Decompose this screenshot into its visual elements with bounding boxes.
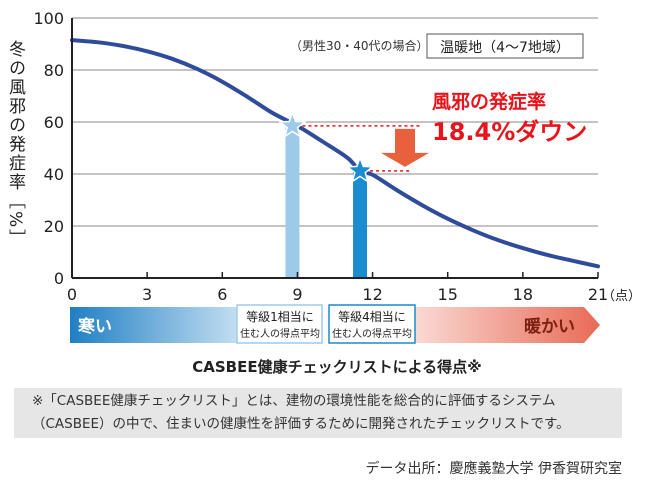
- level4-label-line1: 等級4相当に: [338, 310, 406, 324]
- x-tick-label: 21: [588, 285, 608, 304]
- x-tick-label: 12: [362, 285, 382, 304]
- score-bar: [353, 170, 368, 278]
- annotation-line1: 風邪の発症率: [432, 90, 546, 113]
- y-axis-label: 冬の風邪の発症率［%］: [5, 40, 25, 249]
- level1-label-line1: 等級1相当に: [246, 310, 314, 324]
- incidence-curve: [70, 38, 600, 269]
- region-box: [426, 33, 584, 59]
- level1-star-marker: [278, 110, 307, 139]
- y-tick-label: 0: [54, 269, 64, 288]
- x-tick-label: 15: [438, 285, 458, 304]
- grid-layer: [72, 17, 598, 227]
- scale-cold-label: 寒い: [78, 316, 112, 337]
- chart-canvas: 0 20 40 60 80 100 0 3 6 9 12 15 18 21（点） （男性30・40代の場合…: [33, 9, 641, 376]
- y-tick-label: 40: [44, 165, 64, 184]
- source-credit: データ出所：慶應義塾大学 伊香賀研究室: [365, 461, 622, 477]
- bar-layer: [285, 125, 368, 279]
- marker-layer: [278, 110, 429, 184]
- level1-label-line2: 住む人の得点平均: [240, 327, 320, 340]
- footnote-line2: （CASBEE）の中で、住まいの健康性を評価するために開発されたチェックリストで…: [32, 416, 570, 432]
- level4-label-line2: 住む人の得点平均: [332, 327, 412, 340]
- y-tick-label: 60: [44, 113, 64, 132]
- reduction-arrow: [381, 128, 429, 167]
- y-tick-label: 20: [44, 217, 64, 236]
- footnote-box: ※「CASBEE健康チェックリスト」とは、建物の環境性能を総合的に評価するシステ…: [14, 388, 622, 438]
- level1-label-box: [236, 304, 323, 344]
- x-tick-label: 18: [513, 285, 533, 304]
- x-tick-label: 9: [292, 285, 302, 304]
- level4-label-box: [328, 304, 416, 344]
- x-axis-title: CASBEE健康チェックリストによる得点※: [192, 358, 481, 376]
- axis-layer: 0 20 40 60 80 100 0 3 6 9 12 15 18 21（点）: [33, 9, 641, 304]
- x-unit-label: （点）: [602, 289, 641, 304]
- level4-star-marker: [345, 155, 375, 184]
- scale-warm-label: 暖かい: [524, 316, 575, 337]
- y-tick-label: 80: [44, 61, 64, 80]
- x-tick-label: 6: [217, 285, 227, 304]
- condition-label: （男性30・40代の場合）: [290, 38, 429, 53]
- y-tick-label: 100: [33, 9, 64, 28]
- footnote-line1: ※「CASBEE健康チェックリスト」とは、建物の環境性能を総合的に評価するシステ…: [32, 393, 556, 409]
- curve-layer: [70, 38, 600, 269]
- annotation-line2: 18.4%ダウン: [432, 118, 587, 146]
- x-tick-label: 0: [67, 285, 77, 304]
- score-bar: [285, 125, 300, 279]
- x-tick-label: 3: [142, 285, 152, 304]
- region-label: 温暖地（4〜7地域）: [440, 40, 570, 56]
